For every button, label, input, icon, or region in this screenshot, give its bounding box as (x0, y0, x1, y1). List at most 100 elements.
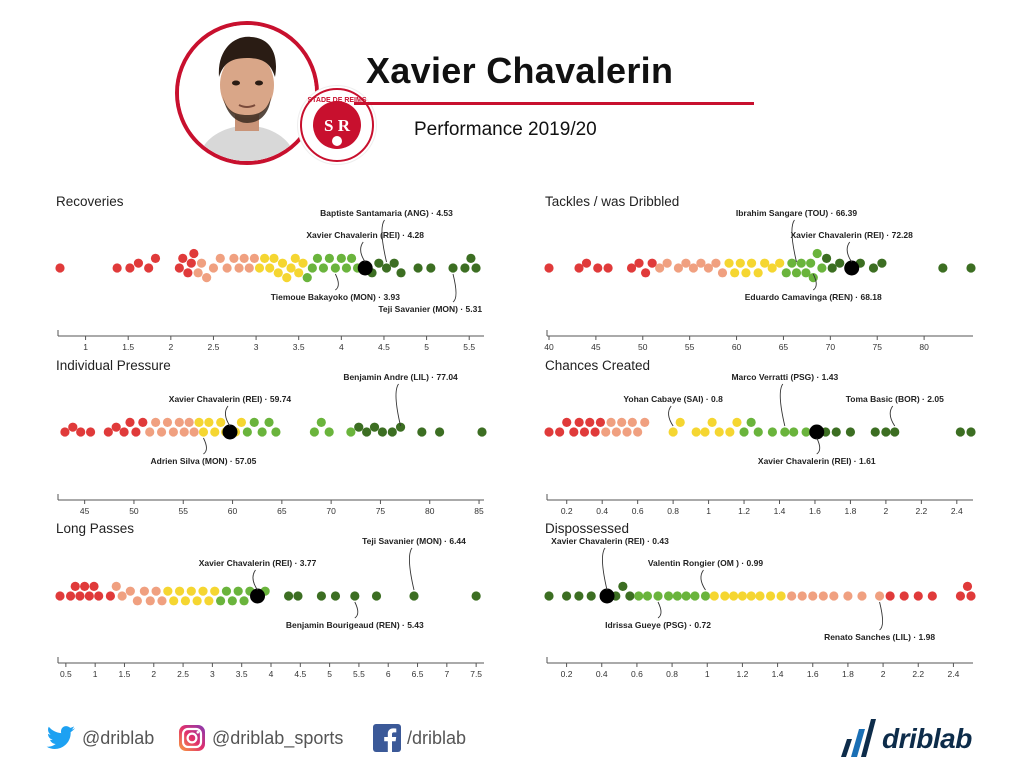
instagram-link[interactable]: @driblab_sports (178, 723, 343, 753)
data-point (709, 591, 719, 601)
data-point (168, 427, 178, 437)
data-point (125, 263, 135, 273)
data-point (330, 591, 341, 601)
data-point (729, 591, 739, 601)
data-point (151, 586, 161, 596)
data-point (827, 263, 837, 273)
data-point (162, 417, 173, 427)
data-point (202, 273, 212, 283)
data-point (561, 591, 572, 601)
x-tick-label: 65 (277, 506, 287, 516)
data-point (746, 258, 757, 268)
x-tick-label: 70 (326, 506, 336, 516)
annotation-leader (452, 273, 457, 303)
data-point (787, 591, 797, 601)
annotation-label: Xavier Chavalerin (REI) · 1.61 (758, 456, 876, 466)
chart-title: Chances Created (545, 358, 650, 373)
data-point (198, 586, 208, 596)
x-tick-label: 1 (93, 669, 98, 679)
x-tick-label: 1 (705, 669, 710, 679)
data-point (579, 427, 590, 437)
data-point (877, 258, 887, 268)
data-point (194, 417, 204, 427)
data-point (633, 427, 643, 437)
data-point (215, 596, 226, 606)
data-point (801, 268, 811, 278)
x-tick-label: 40 (544, 342, 554, 352)
chart-title: Individual Pressure (56, 358, 171, 373)
annotation-label: Valentin Rongier (OM ) · 0.99 (648, 558, 764, 568)
annotation-leader (252, 569, 258, 591)
data-point (265, 263, 275, 273)
data-point (562, 417, 572, 427)
data-point (634, 258, 644, 268)
twitter-link[interactable]: @driblab (46, 723, 154, 753)
x-tick-label: 2.2 (912, 669, 924, 679)
data-point (732, 417, 742, 427)
data-point (309, 427, 319, 437)
x-tick-label: 85 (474, 506, 484, 516)
data-point (387, 427, 397, 437)
data-point (626, 263, 637, 273)
data-point (574, 263, 584, 273)
data-point (544, 591, 554, 601)
data-point (781, 268, 791, 278)
data-point (94, 591, 104, 601)
data-point (593, 263, 603, 273)
data-point (55, 263, 65, 273)
data-point (477, 427, 487, 437)
data-point (85, 427, 96, 437)
data-point (163, 586, 173, 596)
data-point (753, 427, 763, 437)
data-point (354, 422, 364, 432)
data-point (720, 591, 730, 601)
data-point (735, 258, 745, 268)
data-point (625, 591, 635, 601)
x-tick-label: 60 (228, 506, 238, 516)
data-point (227, 596, 237, 606)
data-point (746, 417, 756, 427)
x-tick-label: 1.8 (845, 506, 857, 516)
data-point (812, 248, 822, 259)
data-point (125, 417, 135, 427)
data-point (189, 427, 199, 437)
data-point (603, 263, 613, 273)
data-point (174, 417, 184, 427)
data-point (112, 263, 122, 273)
data-point (753, 268, 763, 278)
data-point (76, 427, 86, 437)
data-point (316, 591, 327, 601)
data-point (868, 263, 879, 273)
data-point (831, 427, 841, 437)
data-point (273, 268, 283, 278)
data-point (791, 268, 802, 278)
data-point (282, 273, 292, 283)
highlight-point (222, 424, 238, 440)
x-tick-label: 1 (83, 342, 88, 352)
data-point (681, 591, 691, 601)
data-point (874, 591, 885, 601)
data-point (60, 427, 70, 437)
facebook-link[interactable]: /driblab (373, 723, 466, 753)
x-tick-label: 6 (386, 669, 391, 679)
data-point (691, 427, 701, 437)
x-tick-label: 2.5 (177, 669, 189, 679)
data-point (236, 417, 247, 427)
data-point (765, 591, 776, 601)
x-tick-label: 0.8 (666, 669, 678, 679)
annotation-label: Teji Savanier (MON) · 6.44 (362, 536, 466, 546)
data-point (966, 427, 976, 437)
x-tick-label: 5 (424, 342, 429, 352)
data-point (789, 427, 799, 437)
data-point (324, 253, 334, 263)
x-tick-label: 50 (129, 506, 139, 516)
data-point (210, 427, 220, 437)
x-tick-label: 45 (591, 342, 601, 352)
data-point (808, 591, 818, 601)
svg-text:S R: S R (324, 116, 351, 135)
data-point (369, 422, 380, 432)
data-point (290, 253, 300, 263)
annotation-label: Teji Savanier (MON) · 5.31 (378, 304, 482, 314)
data-point (396, 268, 406, 278)
annotation-label: Xavier Chavalerin (REI) · 3.77 (199, 558, 317, 568)
